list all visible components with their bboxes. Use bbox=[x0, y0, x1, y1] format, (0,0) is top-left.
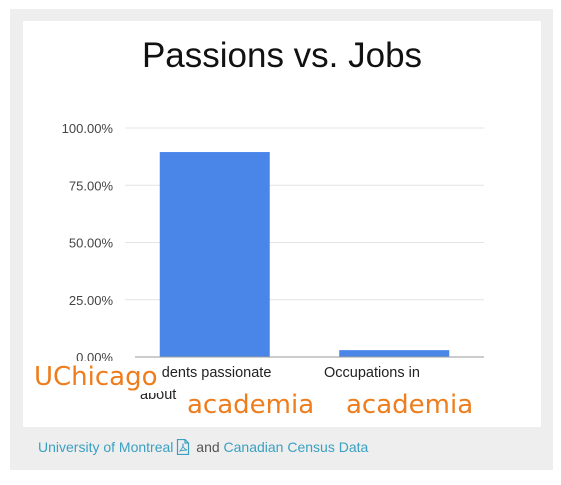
category-labels: Students passionate about Occupations in bbox=[140, 365, 420, 403]
y-tick-label: 50.00% bbox=[69, 236, 114, 251]
academia-annotation-right: academia bbox=[343, 389, 477, 421]
source-credits: University of Montreal and Canadian Cens… bbox=[38, 438, 369, 458]
chart-panel bbox=[23, 21, 541, 427]
credits-connector: and bbox=[196, 439, 220, 455]
chart-title: Passions vs. Jobs bbox=[141, 36, 423, 75]
category-label: Occupations in bbox=[324, 365, 420, 381]
bar-1 bbox=[339, 350, 450, 357]
category-label: Students passionate about bbox=[140, 365, 271, 403]
source-link-montreal[interactable]: University of Montreal bbox=[38, 439, 174, 455]
y-tick-label: 25.00% bbox=[69, 293, 114, 308]
pdf-icon[interactable] bbox=[176, 438, 190, 458]
source-link-census[interactable]: Canadian Census Data bbox=[223, 439, 369, 455]
bar-0 bbox=[159, 152, 270, 357]
bars bbox=[159, 152, 450, 357]
y-tick-label: 100.00% bbox=[62, 121, 114, 136]
uchicago-annotation: UChicago bbox=[31, 361, 161, 393]
y-tick-label: 75.00% bbox=[69, 178, 114, 193]
academia-annotation-left: academia bbox=[184, 389, 318, 421]
y-axis-ticks: 100.00%75.00%50.00%25.00%0.00% bbox=[62, 121, 114, 365]
